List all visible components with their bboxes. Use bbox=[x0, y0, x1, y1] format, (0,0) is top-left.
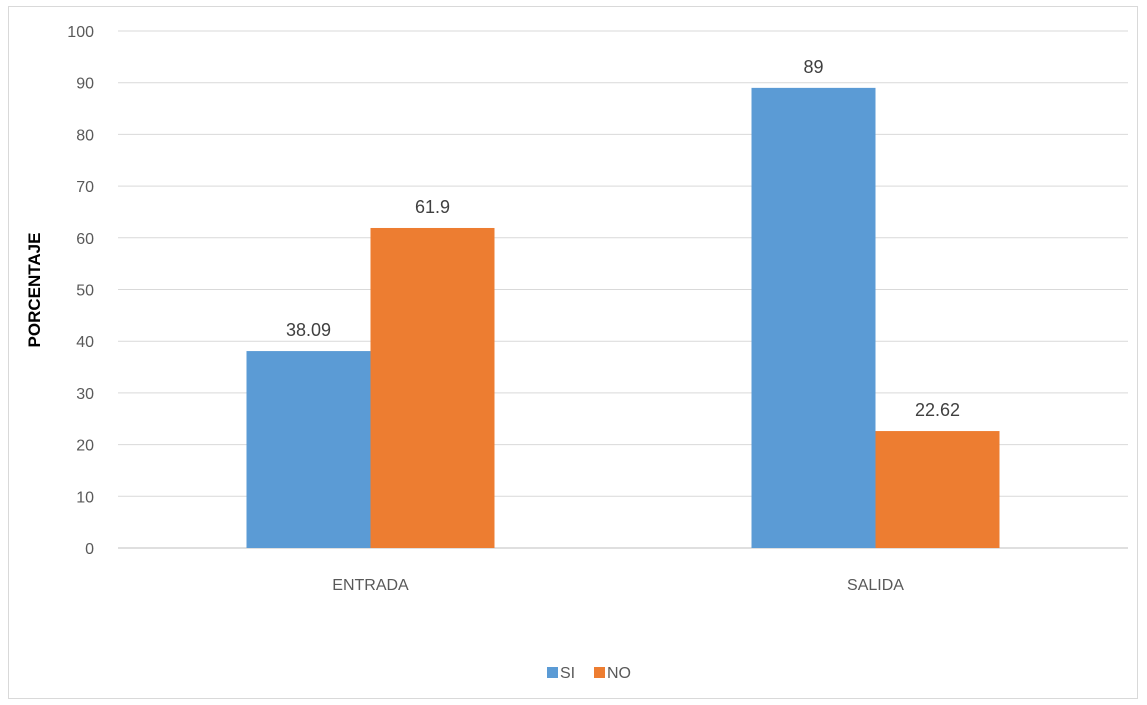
y-axis-ticks: 0 10 20 30 40 50 60 70 80 90 100 bbox=[67, 24, 94, 558]
data-label: 89 bbox=[803, 57, 823, 77]
x-axis-categories: ENTRADA SALIDA bbox=[332, 577, 904, 594]
legend-swatch-no bbox=[594, 667, 605, 678]
legend: SI NO bbox=[547, 665, 631, 682]
y-tick-label: 90 bbox=[76, 76, 94, 93]
category-label: SALIDA bbox=[847, 577, 904, 594]
category-label: ENTRADA bbox=[332, 577, 409, 594]
y-tick-label: 50 bbox=[76, 283, 94, 300]
bar-si-entrada bbox=[246, 351, 371, 548]
y-tick-label: 60 bbox=[76, 231, 94, 248]
y-tick-label: 10 bbox=[76, 489, 94, 506]
bar-no-salida bbox=[875, 431, 1000, 548]
data-labels: 38.09 61.9 89 22.62 bbox=[286, 57, 960, 420]
y-tick-label: 100 bbox=[67, 24, 94, 41]
bars bbox=[246, 87, 1000, 549]
data-label: 22.62 bbox=[915, 400, 960, 420]
data-label: 61.9 bbox=[415, 197, 450, 217]
legend-label: NO bbox=[607, 665, 631, 682]
y-tick-label: 0 bbox=[85, 541, 94, 558]
y-tick-label: 20 bbox=[76, 438, 94, 455]
chart-frame bbox=[8, 6, 1138, 699]
bar-no-entrada bbox=[370, 227, 495, 549]
y-tick-label: 30 bbox=[76, 386, 94, 403]
legend-swatch-si bbox=[547, 667, 558, 678]
y-tick-label: 40 bbox=[76, 334, 94, 351]
bar-si-salida bbox=[751, 87, 876, 549]
legend-label: SI bbox=[560, 665, 575, 682]
y-axis-title: PORCENTAJE bbox=[25, 233, 44, 348]
y-tick-label: 70 bbox=[76, 179, 94, 196]
y-tick-label: 80 bbox=[76, 127, 94, 144]
data-label: 38.09 bbox=[286, 320, 331, 340]
